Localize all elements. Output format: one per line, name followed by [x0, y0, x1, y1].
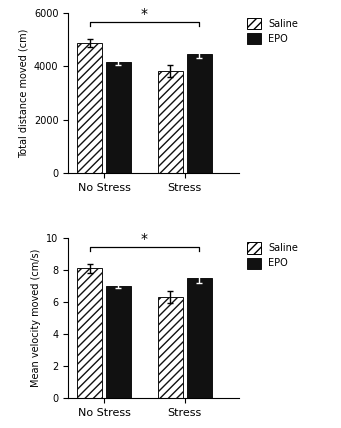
- Bar: [158, 297, 183, 398]
- Bar: [187, 54, 212, 173]
- Legend: Saline, EPO: Saline, EPO: [247, 242, 298, 269]
- Bar: [106, 62, 131, 173]
- Bar: [77, 43, 102, 173]
- Bar: [77, 268, 102, 398]
- Text: *: *: [141, 232, 148, 247]
- Y-axis label: Mean velocity moved (cm/s): Mean velocity moved (cm/s): [31, 249, 41, 387]
- Bar: [106, 286, 131, 398]
- Legend: Saline, EPO: Saline, EPO: [247, 18, 298, 44]
- Y-axis label: Total distance moved (cm): Total distance moved (cm): [18, 28, 28, 158]
- Bar: [187, 278, 212, 398]
- Bar: [158, 71, 183, 173]
- Text: *: *: [141, 7, 148, 21]
